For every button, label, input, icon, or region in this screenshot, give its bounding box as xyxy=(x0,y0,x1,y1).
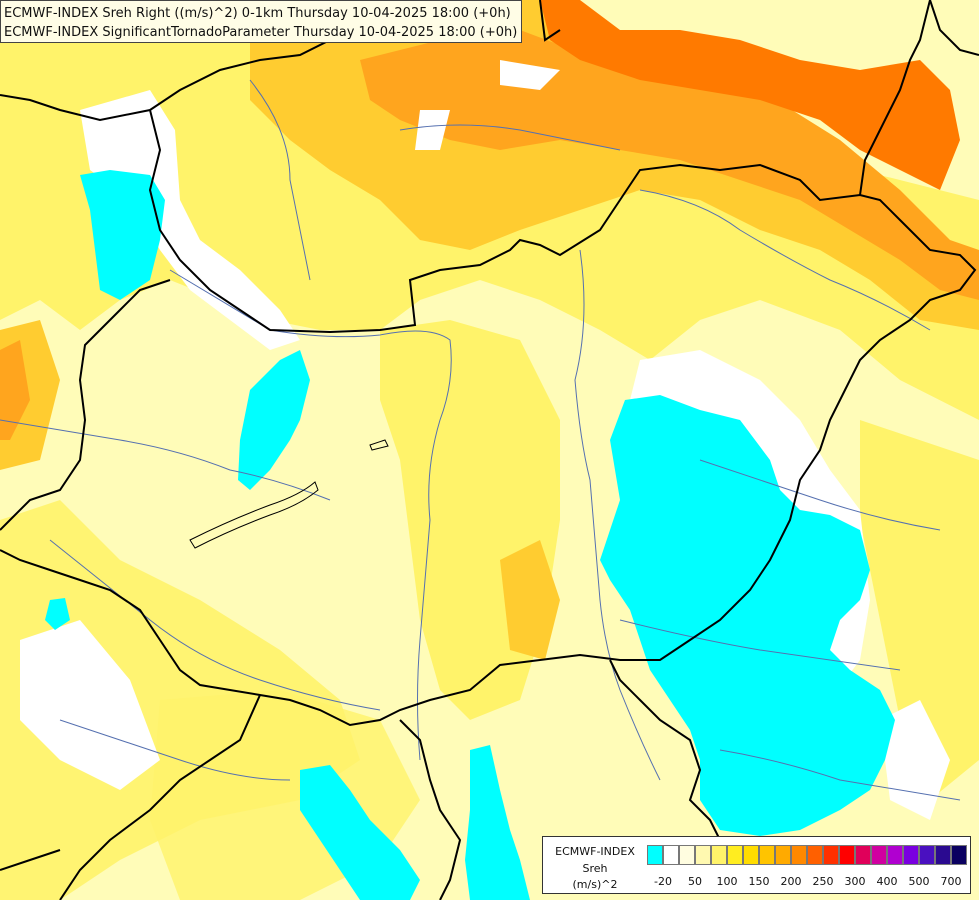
legend-swatch xyxy=(711,845,727,865)
legend-tick-label: 100 xyxy=(716,875,738,888)
legend-swatch xyxy=(663,845,679,865)
legend-swatch xyxy=(919,845,935,865)
legend-tick-label: 200 xyxy=(780,875,802,888)
legend-tick-label: 700 xyxy=(940,875,962,888)
orange-dark-field xyxy=(540,0,960,190)
legend-swatch xyxy=(807,845,823,865)
legend-swatch xyxy=(791,845,807,865)
legend-swatch xyxy=(759,845,775,865)
cyan-field xyxy=(45,170,895,900)
legend-swatch xyxy=(647,845,663,865)
title-line-1: ECMWF-INDEX Sreh Right ((m/s)^2) 0-1km T… xyxy=(4,6,511,21)
legend-swatch xyxy=(855,845,871,865)
legend-variable: Sreh xyxy=(582,862,608,875)
legend-tick-label: 50 xyxy=(688,875,702,888)
legend-swatch xyxy=(695,845,711,865)
legend-tick-label: 150 xyxy=(748,875,770,888)
legend-tick-label: 400 xyxy=(876,875,898,888)
lakes xyxy=(189,439,389,549)
legend-title: ECMWF-INDEX xyxy=(555,845,635,858)
legend-tick-label: -20 xyxy=(654,875,672,888)
legend-swatch xyxy=(775,845,791,865)
legend-swatch xyxy=(951,845,967,865)
legend-swatch xyxy=(887,845,903,865)
legend-swatch xyxy=(679,845,695,865)
legend-swatch xyxy=(935,845,951,865)
title-box: ECMWF-INDEX Sreh Right ((m/s)^2) 0-1km T… xyxy=(0,0,522,43)
legend-unit: (m/s)^2 xyxy=(572,878,618,891)
legend-swatch xyxy=(823,845,839,865)
rivers xyxy=(0,79,961,801)
legend-swatch xyxy=(727,845,743,865)
legend-swatch xyxy=(743,845,759,865)
legend-swatch xyxy=(903,845,919,865)
legend-tick-label: 500 xyxy=(908,875,930,888)
title-line-2: ECMWF-INDEX SignificantTornadoParameter … xyxy=(4,25,517,40)
color-legend: ECMWF-INDEX Sreh (m/s)^2 -20 50 100 150 200 2… xyxy=(542,836,971,894)
legend-tick-label: 250 xyxy=(812,875,834,888)
legend-swatch xyxy=(871,845,887,865)
orange-field xyxy=(0,30,979,440)
legend-tick-label: 300 xyxy=(844,875,866,888)
legend-swatch xyxy=(839,845,855,865)
